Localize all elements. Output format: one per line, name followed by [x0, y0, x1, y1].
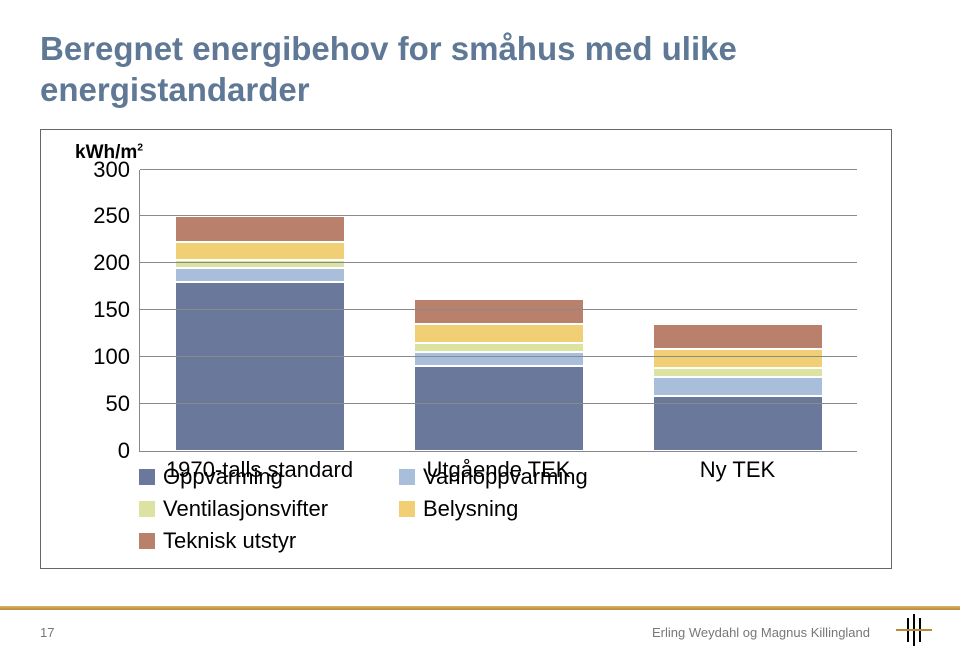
slide: Beregnet energibehov for småhus med ulik…	[0, 0, 960, 656]
title-line-2: energistandarder	[40, 71, 310, 108]
legend-item: Ventilasjonsvifter	[139, 496, 359, 522]
y-unit-sup: 2	[137, 142, 143, 153]
legend-swatch	[399, 501, 415, 517]
bar-segment	[653, 396, 823, 450]
plot-region: 1970-talls standardUtgående TEKNy TEK 05…	[139, 170, 857, 452]
legend-label: Vannoppvarming	[423, 464, 588, 490]
company-logo	[890, 610, 938, 650]
page-number: 17	[40, 625, 54, 640]
legend-label: Teknisk utstyr	[163, 528, 296, 554]
bar-stack	[653, 324, 823, 450]
bar-segment	[414, 299, 584, 324]
legend-swatch	[139, 533, 155, 549]
slide-title: Beregnet energibehov for småhus med ulik…	[40, 28, 920, 111]
legend-swatch	[139, 501, 155, 517]
bar-stack	[414, 299, 584, 451]
legend-label: Ventilasjonsvifter	[163, 496, 328, 522]
y-tick-label: 200	[93, 250, 130, 276]
legend-label: Belysning	[423, 496, 518, 522]
footer-credit: Erling Weydahl og Magnus Killingland	[652, 625, 870, 640]
grid-line	[140, 403, 857, 404]
legend-swatch	[399, 469, 415, 485]
y-tick-label: 100	[93, 344, 130, 370]
bar-segment	[175, 282, 345, 451]
legend-swatch	[139, 469, 155, 485]
grid-line	[140, 262, 857, 263]
bar-column: 1970-talls standard	[175, 170, 345, 451]
bars-container: 1970-talls standard Utgående TEK Ny TEK	[140, 170, 857, 451]
title-line-1: Beregnet energibehov for småhus med ulik…	[40, 30, 737, 67]
bar-column: Ny TEK	[653, 170, 823, 451]
grid-line	[140, 356, 857, 357]
bar-segment	[653, 324, 823, 349]
y-tick-label: 0	[118, 438, 130, 464]
bar-segment	[175, 242, 345, 261]
bar-segment	[414, 366, 584, 450]
y-tick-label: 150	[93, 297, 130, 323]
legend-item: Belysning	[399, 496, 619, 522]
plot-inner: 1970-talls standardUtgående TEKNy TEK 05…	[139, 170, 857, 452]
bar-segment	[653, 349, 823, 368]
bar-column: Utgående TEK	[414, 170, 584, 451]
bar-segment	[414, 343, 584, 352]
legend-item: Teknisk utstyr	[139, 528, 359, 554]
bar-stack	[175, 216, 345, 450]
grid-line	[140, 309, 857, 310]
energy-chart: kWh/m2 1970-talls standardUtgående TEKNy…	[40, 129, 892, 569]
legend-item: Vannoppvarming	[399, 464, 619, 490]
bar-segment	[653, 368, 823, 377]
bar-segment	[653, 377, 823, 396]
bar-segment	[414, 352, 584, 366]
bar-segment	[175, 268, 345, 282]
y-tick-label: 300	[93, 157, 130, 183]
legend: Oppvarming Vannoppvarming Ventilasjonsvift…	[139, 464, 857, 554]
legend-label: Oppvarming	[163, 464, 283, 490]
grid-line	[140, 169, 857, 170]
bar-segment	[414, 324, 584, 343]
y-tick-label: 50	[106, 391, 130, 417]
grid-line	[140, 215, 857, 216]
bar-segment	[175, 216, 345, 241]
y-tick-label: 250	[93, 203, 130, 229]
legend-item: Oppvarming	[139, 464, 359, 490]
